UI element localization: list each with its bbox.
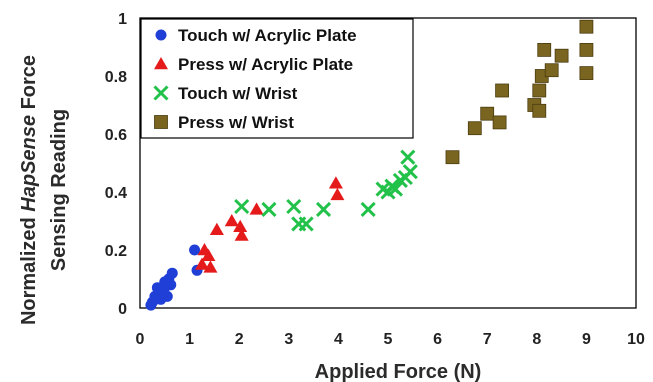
legend: Touch w/ Acrylic Plate Press w/ Acrylic P…	[140, 18, 414, 139]
x-tick-label: 1	[185, 331, 194, 348]
y-axis-label-line1: Normalized HapSense Force	[18, 55, 40, 325]
y-tick-label: 0	[118, 301, 127, 318]
y-axis-label-line2: Sensing Reading	[48, 109, 70, 271]
x-tick-label: 5	[384, 331, 393, 348]
point-press-w-wrist	[579, 43, 594, 57]
point-press-w-wrist	[537, 43, 552, 57]
x-tick-label: 10	[627, 331, 645, 348]
point-touch-w-acrylic-plate	[165, 279, 177, 291]
point-press-w-wrist	[532, 83, 547, 98]
point-press-w-acrylic-plate	[201, 248, 216, 262]
point-touch-w-wrist	[400, 149, 416, 165]
legend-marker-touch-w-wrist	[153, 85, 169, 101]
point-press-w-wrist	[492, 115, 507, 130]
y-tick-label: 0.6	[105, 127, 127, 144]
legend-label-press-w-acrylic-plate: Press w/ Acrylic Plate	[178, 55, 353, 74]
plot-frame	[139, 17, 637, 309]
point-press-w-wrist	[445, 150, 460, 165]
point-touch-w-wrist	[261, 201, 277, 217]
point-touch-w-wrist	[286, 198, 302, 215]
point-press-w-wrist	[579, 66, 594, 80]
point-press-w-acrylic-plate	[195, 257, 209, 270]
point-press-w-acrylic-plate	[330, 187, 345, 201]
point-touch-w-wrist	[360, 201, 376, 217]
x-tick-label: 4	[334, 331, 343, 348]
y-tick-labels: 0 0.2 0.4 0.6 0.8 1	[105, 11, 127, 318]
legend-label-touch-w-acrylic-plate: Touch w/ Acrylic Plate	[178, 26, 357, 45]
y-axis-label: Normalized HapSense Force Sensing Readin…	[18, 55, 70, 325]
legend-marker-press-w-wrist	[154, 115, 168, 129]
x-tick-labels: 0 1 2 3 4 5 6 7 8 9 10	[136, 331, 645, 348]
x-tick-label: 3	[284, 331, 293, 348]
point-press-w-acrylic-plate	[233, 219, 248, 233]
legend-marker-press-w-acrylic-plate	[154, 57, 168, 70]
legend-label-touch-w-wrist: Touch w/ Wrist	[178, 84, 298, 103]
point-press-w-acrylic-plate	[224, 214, 239, 227]
y-tick-label: 0.8	[105, 69, 127, 86]
point-press-w-wrist	[532, 103, 547, 118]
x-tick-label: 0	[136, 331, 145, 348]
point-press-w-acrylic-plate	[209, 222, 224, 235]
point-press-w-wrist	[467, 121, 482, 136]
legend-box	[140, 18, 414, 139]
data-points	[145, 19, 594, 311]
point-press-w-acrylic-plate	[249, 202, 264, 215]
y-tick-label: 0.2	[105, 243, 127, 260]
x-tick-label: 6	[433, 331, 442, 348]
x-tick-label: 9	[582, 331, 591, 348]
y-tick-label: 1	[118, 11, 127, 28]
point-touch-w-wrist	[315, 201, 332, 217]
legend-label-press-w-wrist: Press w/ Wrist	[178, 113, 294, 132]
point-touch-w-wrist	[402, 164, 418, 180]
point-press-w-wrist	[495, 83, 509, 98]
point-press-w-wrist	[480, 106, 495, 121]
point-press-w-acrylic-plate	[234, 228, 249, 241]
point-touch-w-wrist	[298, 216, 314, 232]
point-press-w-wrist	[544, 63, 559, 78]
point-press-w-wrist	[579, 19, 594, 34]
x-tick-label: 2	[235, 331, 244, 348]
point-press-w-wrist	[554, 48, 569, 63]
x-tick-label: 8	[532, 331, 541, 348]
point-touch-w-acrylic-plate	[161, 290, 173, 302]
x-tick-label: 7	[483, 331, 492, 348]
point-press-w-acrylic-plate	[328, 176, 343, 189]
y-tick-label: 0.4	[105, 185, 127, 202]
point-touch-w-wrist	[234, 198, 250, 215]
point-touch-w-acrylic-plate	[189, 244, 201, 256]
legend-marker-touch-w-acrylic-plate	[155, 29, 167, 41]
x-axis-label: Applied Force (N)	[315, 361, 482, 382]
point-press-w-acrylic-plate	[203, 260, 218, 273]
point-touch-w-acrylic-plate	[166, 267, 178, 279]
